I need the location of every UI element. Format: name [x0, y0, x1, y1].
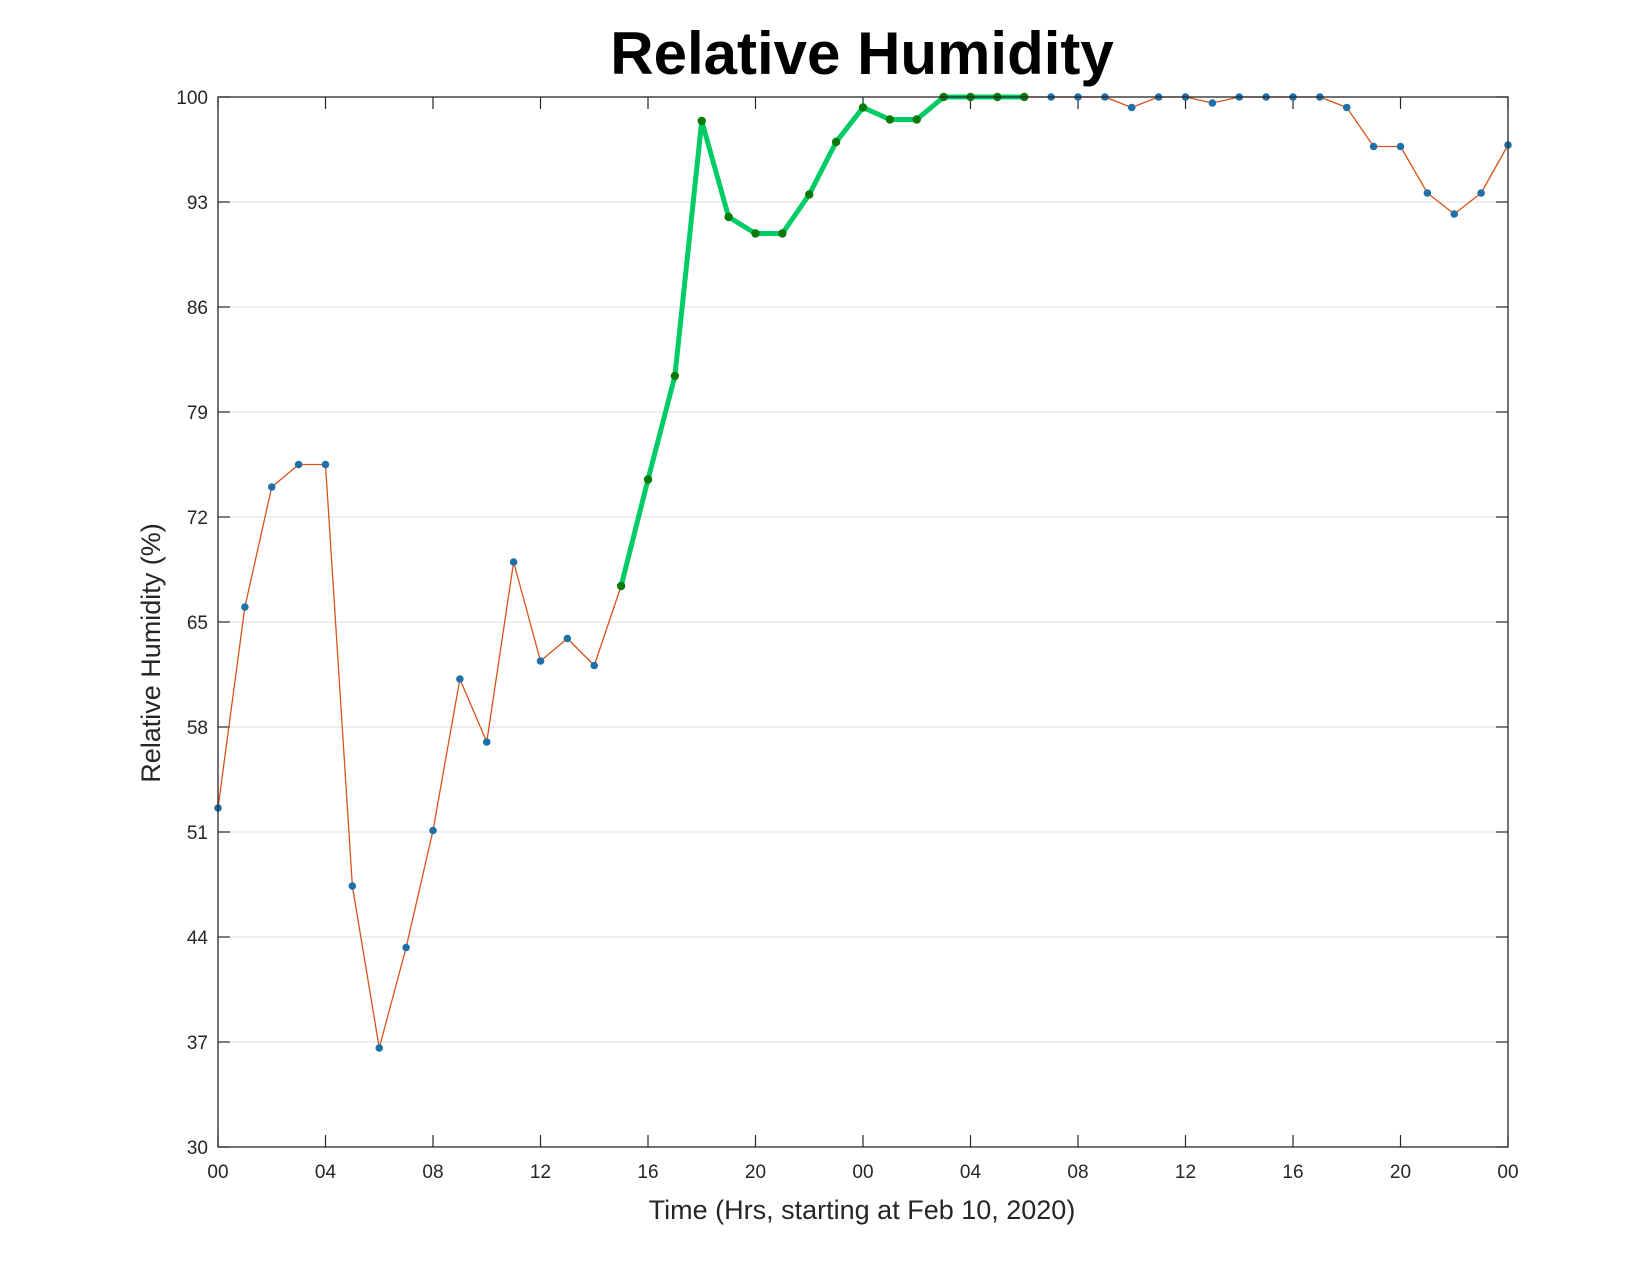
data-point-0 — [509, 558, 518, 566]
y-tick-label: 58 — [187, 718, 208, 739]
data-point-1 — [805, 190, 814, 199]
series-lines — [217, 94, 1509, 1049]
data-point-0 — [456, 675, 464, 683]
data-point-0 — [375, 1044, 384, 1052]
x-tick-label: 12 — [530, 1162, 551, 1183]
data-point-0 — [590, 661, 599, 670]
y-tick-label: 37 — [187, 1033, 208, 1054]
series-line-1 — [618, 94, 1027, 589]
data-point-1 — [778, 229, 787, 238]
gridlines — [218, 201, 1508, 1043]
data-point-1 — [670, 371, 680, 381]
x-tick-label: 16 — [1282, 1162, 1303, 1183]
y-axis-label: Relative Humidity (%) — [136, 523, 166, 783]
x-tick-label: 12 — [1175, 1162, 1196, 1183]
data-point-0 — [563, 634, 572, 643]
data-point-1 — [751, 229, 760, 238]
data-point-0 — [1450, 210, 1459, 218]
x-tick-label: 00 — [852, 1162, 873, 1183]
data-point-0 — [294, 460, 303, 469]
data-point-1 — [643, 475, 653, 484]
data-point-0 — [429, 826, 437, 835]
data-point-1 — [885, 115, 895, 124]
x-axis-label: Time (Hrs, starting at Feb 10, 2020) — [649, 1195, 1076, 1225]
series-line-0 — [217, 96, 1509, 1049]
axis-ticks: 30 37 44 51 58 65 72 79 86 93 100 00 04 08 12 16 20 00 04 0… — [176, 88, 1518, 1183]
data-point-1 — [724, 212, 733, 222]
y-tick-label: 65 — [187, 613, 208, 634]
data-point-1 — [912, 115, 921, 124]
data-point-0 — [1369, 142, 1378, 151]
data-point-0 — [1423, 189, 1432, 197]
x-tick-label: 20 — [745, 1162, 766, 1183]
x-tick-label: 04 — [315, 1162, 337, 1183]
data-point-0 — [482, 738, 491, 746]
y-tick-label: 51 — [187, 823, 208, 844]
data-point-0 — [267, 483, 276, 491]
y-tick-label: 79 — [187, 403, 208, 424]
y-tick-label: 93 — [187, 193, 208, 214]
x-tick-label: 04 — [960, 1162, 982, 1183]
x-tick-label: 16 — [637, 1162, 658, 1183]
data-point-1 — [697, 116, 706, 126]
data-point-1 — [831, 137, 841, 147]
data-point-0 — [1396, 142, 1405, 151]
y-tick-label: 44 — [187, 928, 209, 949]
data-point-1 — [858, 103, 868, 112]
chart-title: Relative Humidity — [610, 20, 1114, 87]
data-point-0 — [348, 882, 357, 890]
data-point-0 — [1342, 103, 1351, 112]
x-tick-label: 00 — [1497, 1162, 1518, 1183]
x-tick-label: 08 — [422, 1162, 443, 1183]
plot-frame — [217, 96, 1509, 1148]
y-tick-label: 72 — [187, 508, 208, 529]
data-markers — [214, 92, 1512, 1052]
data-point-0 — [402, 943, 410, 952]
data-point-0 — [1477, 189, 1485, 197]
y-tick-label: 30 — [187, 1138, 208, 1159]
data-point-0 — [1127, 103, 1136, 112]
x-tick-label: 20 — [1390, 1162, 1411, 1183]
x-tick-label: 08 — [1067, 1162, 1088, 1183]
data-point-0 — [321, 460, 330, 469]
data-point-0 — [1208, 99, 1217, 107]
data-point-0 — [241, 603, 249, 611]
y-tick-label: 100 — [176, 88, 208, 109]
y-tick-label: 86 — [187, 298, 208, 319]
data-point-1 — [616, 581, 626, 591]
x-tick-label: 00 — [207, 1162, 228, 1183]
data-point-0 — [536, 657, 545, 665]
